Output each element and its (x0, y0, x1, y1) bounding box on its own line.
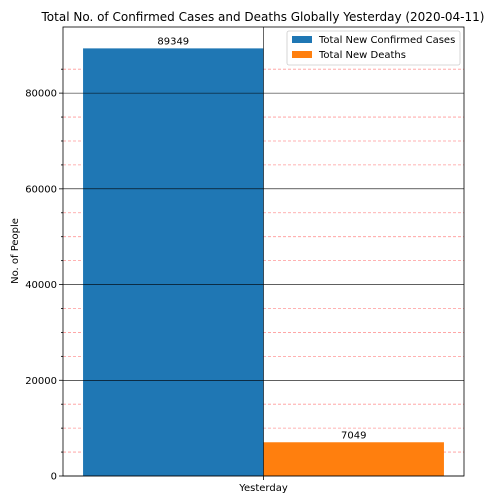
bar-deaths (263, 442, 444, 476)
legend: Total New Confirmed Cases Total New Death… (286, 30, 461, 66)
bar-value-label: 89349 (157, 36, 189, 47)
legend-swatch (292, 36, 312, 43)
bar-confirmed-cases (83, 48, 264, 476)
legend-label: Total New Deaths (318, 50, 406, 61)
y-tick-label: 0 (51, 472, 57, 483)
y-tick-label: 20000 (25, 376, 57, 387)
legend-box (286, 30, 461, 66)
plot-frame (62, 26, 465, 477)
y-tick-label: 80000 (25, 89, 57, 100)
plot-area: 89349 7049 0 20000 40000 60000 80000 Yesterday (25, 26, 465, 494)
legend-label: Total New Confirmed Cases (318, 35, 455, 46)
y-tick-label: 60000 (25, 184, 57, 195)
y-axis-label: No. of People (10, 218, 21, 284)
y-tick-label: 40000 (25, 280, 57, 291)
bar-value-label: 7049 (341, 430, 366, 441)
chart-title: Total No. of Confirmed Cases and Deaths … (41, 10, 485, 24)
x-tick-label: Yesterday (238, 483, 288, 494)
legend-swatch (292, 51, 312, 58)
